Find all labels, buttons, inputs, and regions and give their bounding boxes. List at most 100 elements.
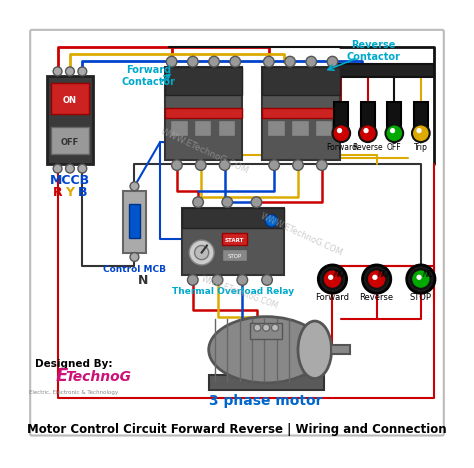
Text: START: START xyxy=(225,238,244,243)
Text: Reverse: Reverse xyxy=(360,293,394,302)
Circle shape xyxy=(359,124,377,142)
Text: NO: NO xyxy=(334,271,346,279)
Circle shape xyxy=(219,160,230,170)
Bar xyxy=(51,127,90,154)
Circle shape xyxy=(367,270,386,289)
Text: Y: Y xyxy=(65,186,74,199)
FancyBboxPatch shape xyxy=(30,30,444,436)
Text: B: B xyxy=(78,186,87,199)
Bar xyxy=(291,120,309,136)
Text: 3 phase motor: 3 phase motor xyxy=(210,394,323,408)
Circle shape xyxy=(337,128,342,133)
Circle shape xyxy=(130,253,139,262)
Circle shape xyxy=(332,124,350,142)
Bar xyxy=(164,67,242,95)
Circle shape xyxy=(188,56,198,67)
Circle shape xyxy=(262,275,273,285)
Circle shape xyxy=(194,246,209,260)
Circle shape xyxy=(263,324,270,331)
Ellipse shape xyxy=(209,317,324,383)
Text: WWW.ETechnoG.COM: WWW.ETechnoG.COM xyxy=(159,126,250,176)
Text: NO: NO xyxy=(378,271,390,279)
Circle shape xyxy=(363,265,391,293)
Circle shape xyxy=(285,56,295,67)
Bar xyxy=(182,208,284,275)
Text: Forward
Contactor: Forward Contactor xyxy=(122,65,175,87)
Text: TechnoG: TechnoG xyxy=(65,370,131,384)
Circle shape xyxy=(189,240,214,265)
Text: MCCB: MCCB xyxy=(50,174,90,187)
Bar xyxy=(262,108,339,118)
Text: OFF: OFF xyxy=(61,139,79,147)
Bar xyxy=(222,249,247,261)
Text: E: E xyxy=(56,367,68,385)
Text: STOP: STOP xyxy=(227,254,241,259)
Text: STOP: STOP xyxy=(410,293,432,302)
Bar xyxy=(222,233,247,245)
Circle shape xyxy=(323,270,342,289)
Bar xyxy=(194,120,211,136)
Bar xyxy=(315,120,332,136)
Bar xyxy=(123,190,146,253)
Text: Control MCB: Control MCB xyxy=(103,265,166,274)
Circle shape xyxy=(78,67,87,76)
Circle shape xyxy=(65,164,74,173)
Circle shape xyxy=(209,56,219,67)
Circle shape xyxy=(193,197,203,207)
Text: NC: NC xyxy=(422,271,434,279)
Bar xyxy=(332,64,434,77)
Circle shape xyxy=(417,128,422,133)
Circle shape xyxy=(317,160,327,170)
Circle shape xyxy=(272,324,279,331)
Bar xyxy=(164,67,242,160)
Circle shape xyxy=(292,160,303,170)
Circle shape xyxy=(372,275,377,280)
Circle shape xyxy=(230,56,240,67)
Circle shape xyxy=(364,128,369,133)
Bar xyxy=(129,204,140,238)
Bar xyxy=(218,120,235,136)
Bar xyxy=(414,102,428,131)
Circle shape xyxy=(390,128,395,133)
Text: Reverse
Contactor: Reverse Contactor xyxy=(346,40,400,62)
Text: Electric, Electronic & Technology: Electric, Electronic & Technology xyxy=(29,390,118,395)
Circle shape xyxy=(237,275,247,285)
Bar xyxy=(262,67,339,95)
Bar xyxy=(51,83,90,114)
Circle shape xyxy=(222,197,233,207)
Bar xyxy=(209,374,324,390)
Text: Reverse: Reverse xyxy=(353,143,383,152)
Bar xyxy=(334,102,348,131)
Text: Forward: Forward xyxy=(326,143,357,152)
Bar xyxy=(47,76,93,164)
Circle shape xyxy=(319,265,346,293)
Circle shape xyxy=(188,275,198,285)
Bar xyxy=(250,323,282,339)
Text: Trip: Trip xyxy=(414,143,428,152)
Circle shape xyxy=(65,67,74,76)
Circle shape xyxy=(212,275,223,285)
Bar xyxy=(170,120,188,136)
Bar xyxy=(361,102,375,131)
Bar xyxy=(267,120,285,136)
Circle shape xyxy=(53,67,62,76)
Text: N: N xyxy=(138,274,148,287)
Bar xyxy=(331,345,350,354)
Text: Designed By:: Designed By: xyxy=(35,359,112,369)
Text: Motor Control Circuit Forward Reverse | Wiring and Connection: Motor Control Circuit Forward Reverse | … xyxy=(27,423,447,436)
Circle shape xyxy=(411,270,430,289)
Circle shape xyxy=(78,164,87,173)
Text: R: R xyxy=(53,186,63,199)
Circle shape xyxy=(412,124,429,142)
Circle shape xyxy=(265,214,278,227)
Bar xyxy=(262,67,339,160)
Ellipse shape xyxy=(298,321,332,379)
Circle shape xyxy=(130,182,139,190)
Circle shape xyxy=(251,197,262,207)
Text: Thermal Overload Relay: Thermal Overload Relay xyxy=(172,287,294,296)
Circle shape xyxy=(385,124,403,142)
Bar xyxy=(164,108,242,118)
Bar xyxy=(182,208,284,228)
Circle shape xyxy=(53,164,62,173)
Text: Forward: Forward xyxy=(316,293,349,302)
